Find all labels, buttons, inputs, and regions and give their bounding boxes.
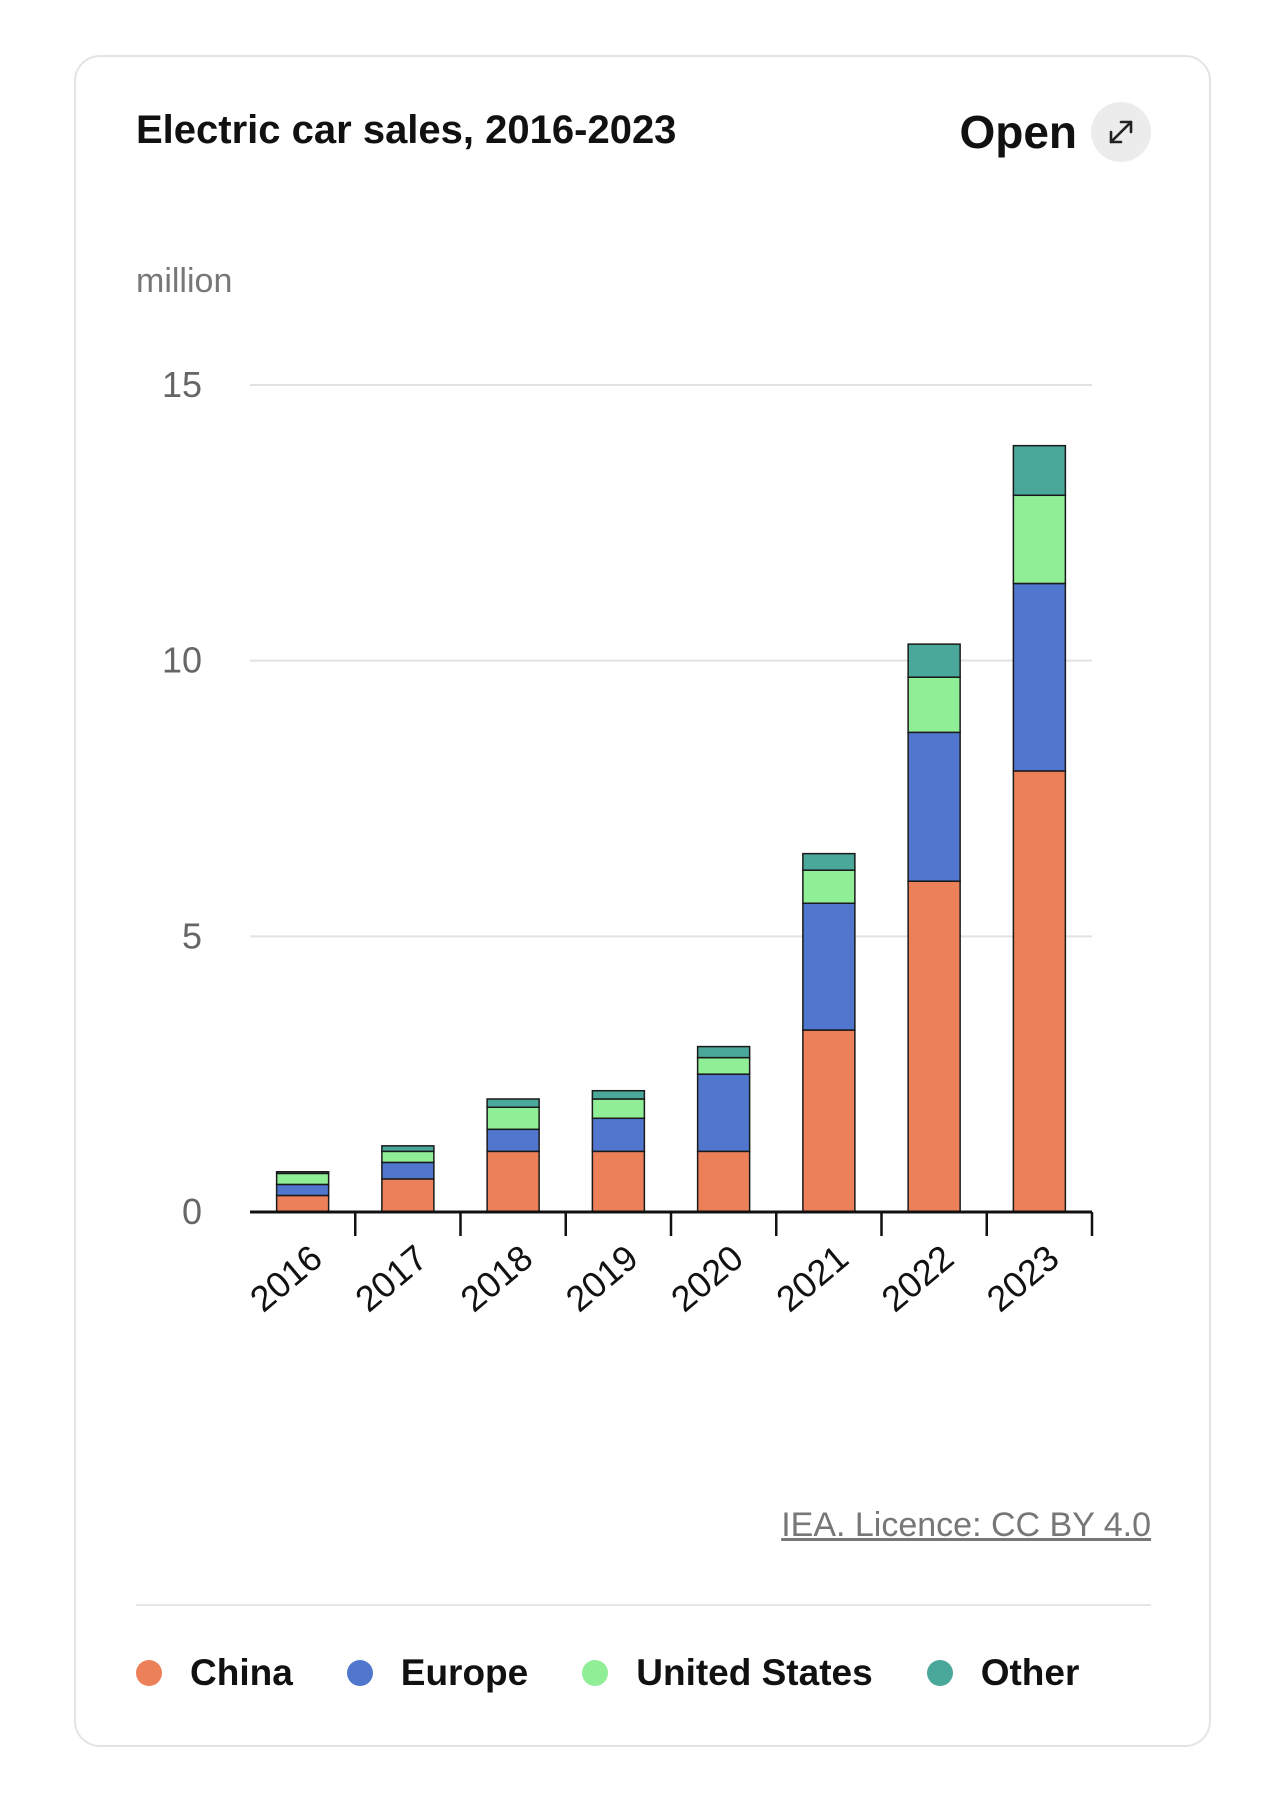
legend-item-united-states: United States — [582, 1652, 873, 1694]
bar-2023-china — [1012, 770, 1067, 1213]
bar-2016-europe — [275, 1183, 330, 1197]
bar-2020-china — [696, 1150, 751, 1213]
bar-2017-other — [381, 1145, 435, 1153]
expand-arrows-icon — [1091, 102, 1151, 162]
x-tick-label-2023: 2023 — [979, 1237, 1067, 1320]
bar-2017-europe — [381, 1161, 435, 1180]
legend-item-other: Other — [926, 1652, 1080, 1694]
legend-label-europe: Europe — [400, 1652, 529, 1693]
legend: China Europe United States Other — [136, 1652, 1079, 1694]
bar-2019-other — [591, 1089, 646, 1100]
x-tick-label-2017: 2017 — [347, 1237, 435, 1320]
x-tick-label-2018: 2018 — [453, 1237, 541, 1320]
bar-2023-europe — [1012, 582, 1067, 772]
open-button[interactable]: Open — [959, 102, 1151, 162]
stacked-bar-chart: 0 5 10 15 2016 2017 2018 2019 2020 2021 2022 2023 — [162, 364, 1094, 1320]
bar-2020-other — [696, 1045, 751, 1059]
open-button-label: Open — [959, 106, 1077, 158]
x-tick-label-2022: 2022 — [874, 1237, 962, 1320]
y-unit-label: million — [136, 262, 233, 300]
legend-label-china: China — [190, 1652, 293, 1693]
bar-2018-other — [486, 1098, 540, 1108]
bar-2016-china — [275, 1194, 330, 1213]
y-tick-label-0: 0 — [182, 1191, 202, 1232]
legend-divider — [136, 1604, 1151, 1606]
x-tick-label-2016: 2016 — [242, 1237, 330, 1320]
bar-2020-united-states — [696, 1056, 751, 1075]
bar-2018-europe — [486, 1128, 540, 1153]
bar-2023-united-states — [1012, 494, 1067, 585]
bar-2018-china — [486, 1150, 540, 1213]
bar-2019-china — [591, 1150, 646, 1213]
bar-2022-other — [907, 643, 961, 678]
x-tick-label-2020: 2020 — [663, 1237, 751, 1320]
source-link[interactable]: IEA. Licence: CC BY 4.0 — [781, 1506, 1151, 1544]
legend-swatch-china — [136, 1660, 162, 1686]
bar-2016-other — [275, 1171, 330, 1175]
bar-2023-other — [1012, 444, 1067, 497]
bar-2018-united-states — [486, 1106, 540, 1131]
bar-2017-united-states — [381, 1150, 435, 1164]
legend-swatch-united-states — [582, 1660, 609, 1686]
legend-swatch-other — [926, 1660, 953, 1686]
legend-swatch-europe — [346, 1660, 373, 1686]
bar-2021-united-states — [802, 869, 856, 905]
y-tick-label-5: 5 — [182, 915, 202, 956]
bar-2019-united-states — [591, 1098, 646, 1120]
legend-label-other: Other — [980, 1652, 1080, 1693]
bar-2022-china — [907, 880, 961, 1213]
bar-2016-united-states — [275, 1172, 330, 1186]
bar-2022-europe — [907, 731, 961, 882]
y-tick-label-15: 15 — [162, 364, 202, 405]
legend-item-china: China — [136, 1652, 293, 1694]
legend-item-europe: Europe — [346, 1652, 529, 1694]
x-tick-label-2021: 2021 — [768, 1237, 856, 1320]
y-tick-label-10: 10 — [162, 640, 202, 681]
bar-2021-europe — [802, 902, 856, 1031]
bar-2020-europe — [696, 1073, 751, 1153]
bar-2017-china — [381, 1178, 435, 1213]
bar-2019-europe — [591, 1117, 646, 1153]
x-tick-label-2019: 2019 — [558, 1237, 646, 1320]
bar-2021-other — [802, 852, 856, 871]
chart-title: Electric car sales, 2016-2023 — [136, 108, 677, 152]
legend-label-united-states: United States — [636, 1652, 873, 1693]
bar-2022-united-states — [907, 676, 961, 734]
bar-2021-china — [802, 1029, 856, 1213]
